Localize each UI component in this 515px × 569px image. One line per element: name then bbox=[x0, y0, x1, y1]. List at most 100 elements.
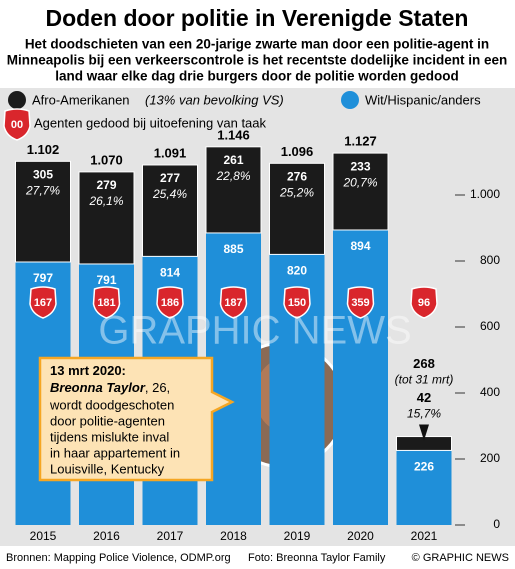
bar-segment bbox=[332, 152, 389, 231]
badge-shape bbox=[410, 286, 438, 319]
share-label: 26,1% bbox=[88, 194, 123, 208]
badge-shape bbox=[3, 108, 31, 141]
bar-segment bbox=[205, 146, 262, 234]
value-label: 277 bbox=[160, 171, 180, 185]
total-label: 1.127 bbox=[344, 134, 377, 149]
value-label: 305 bbox=[33, 168, 53, 182]
legend-label: Afro-Amerikanen bbox=[32, 92, 130, 107]
value-label: 885 bbox=[223, 242, 243, 256]
badge-shape bbox=[219, 286, 248, 319]
annotation-text: Louisville, Kentucky bbox=[50, 461, 165, 476]
subtitle: land waar elke dag drie burgers door de … bbox=[55, 69, 459, 84]
value-label: 276 bbox=[287, 169, 307, 183]
badge-shape bbox=[92, 286, 121, 319]
value-label: 797 bbox=[33, 271, 53, 285]
y-tick-label: 400 bbox=[480, 385, 500, 399]
badge-shape bbox=[346, 286, 375, 319]
value-label: 226 bbox=[414, 460, 434, 474]
badge-shape bbox=[156, 286, 184, 319]
subtitle: Minneapolis bij een verkeerscontrole is … bbox=[7, 53, 507, 68]
annotation: Breonna Taylor, 26, bbox=[50, 380, 170, 395]
officer-badge: 359 bbox=[346, 286, 375, 319]
total-label: 1.102 bbox=[27, 142, 60, 157]
officer-badge: 00 bbox=[3, 108, 31, 141]
annotation-text: , 26, bbox=[145, 380, 170, 395]
share-label: 27,7% bbox=[25, 184, 60, 198]
legend-label: Wit/Hispanic/anders bbox=[365, 92, 481, 107]
legend-swatch bbox=[8, 91, 26, 109]
badge-shape bbox=[29, 286, 57, 319]
total-label: 1.070 bbox=[90, 152, 123, 167]
annotation-text: wordt doodgeschoten bbox=[49, 397, 174, 412]
annotation-text: in haar appartement in bbox=[50, 445, 180, 460]
badge-label: 186 bbox=[161, 297, 179, 309]
bar-segment bbox=[333, 229, 388, 526]
badge-label: 00 bbox=[11, 119, 23, 131]
badge-label: 187 bbox=[224, 297, 242, 309]
y-tick-label: 1.000 bbox=[470, 187, 500, 201]
badge-shape bbox=[283, 286, 311, 319]
subtitle: Het doodschieten van een 20-jarige zwart… bbox=[25, 37, 489, 52]
value-label: 791 bbox=[96, 273, 116, 287]
officer-badge: 150 bbox=[283, 286, 311, 319]
y-tick-label: 800 bbox=[480, 253, 500, 267]
x-tick-label: 2019 bbox=[284, 529, 311, 543]
officer-badge: 187 bbox=[219, 286, 248, 319]
value-label: 820 bbox=[287, 264, 307, 278]
x-tick-label: 2020 bbox=[347, 529, 374, 543]
annotation: 13 mrt 2020: bbox=[50, 363, 126, 378]
badge-label: 359 bbox=[351, 297, 369, 309]
annotation-name: Breonna Taylor bbox=[50, 380, 146, 395]
legend-swatch bbox=[341, 91, 359, 109]
total-label: 1.096 bbox=[281, 144, 314, 159]
value-label: 233 bbox=[350, 159, 370, 173]
bar-segment bbox=[269, 162, 325, 255]
bar-segment bbox=[15, 160, 71, 263]
sources: Bronnen: Mapping Police Violence, ODMP.o… bbox=[6, 552, 231, 564]
officer-badge: 167 bbox=[29, 286, 57, 319]
share-label: 22,8% bbox=[215, 169, 250, 183]
legend-note: (13% van bevolking VS) bbox=[145, 92, 284, 107]
total-label: 268 bbox=[413, 356, 435, 371]
officer-badge: 96 bbox=[410, 286, 438, 319]
copyright: © GRAPHIC NEWS bbox=[412, 552, 509, 564]
officer-badge: 181 bbox=[92, 286, 121, 319]
annotation-box bbox=[38, 356, 235, 482]
total-note: (tot 31 mrt) bbox=[395, 373, 454, 387]
legend-label: Agenten gedood bij uitoefening van taak bbox=[34, 115, 267, 130]
y-tick-label: 600 bbox=[480, 319, 500, 333]
value-label: 279 bbox=[96, 178, 116, 192]
y-tick-label: 0 bbox=[493, 517, 500, 531]
x-tick-label: 2018 bbox=[220, 529, 247, 543]
share-label: 25,4% bbox=[152, 187, 187, 201]
officer-badge: 186 bbox=[156, 286, 184, 319]
bar-segment bbox=[396, 450, 452, 525]
share-label: 25,2% bbox=[279, 185, 314, 199]
x-tick-label: 2021 bbox=[411, 529, 438, 543]
photo-credit: Foto: Breonna Taylor Family bbox=[248, 552, 386, 564]
share-label: 15,7% bbox=[407, 407, 441, 421]
chart-title: Doden door politie in Verenigde Staten bbox=[46, 5, 469, 31]
badge-label: 150 bbox=[288, 297, 306, 309]
badge-label: 96 bbox=[418, 297, 430, 309]
badge-label: 167 bbox=[34, 297, 52, 309]
bar-segment bbox=[206, 232, 261, 525]
annotation-date: 13 mrt 2020: bbox=[50, 363, 126, 378]
total-label: 1.091 bbox=[154, 145, 187, 160]
x-tick-label: 2015 bbox=[30, 529, 57, 543]
bar-segment bbox=[142, 164, 198, 257]
value-label: 894 bbox=[350, 239, 370, 253]
x-tick-label: 2017 bbox=[157, 529, 184, 543]
x-tick-label: 2016 bbox=[93, 529, 120, 543]
share-label: 20,7% bbox=[342, 175, 377, 189]
pointer bbox=[419, 424, 429, 441]
total-label: 1.146 bbox=[217, 127, 250, 142]
value-label: 814 bbox=[160, 266, 180, 280]
bar-segment bbox=[78, 171, 135, 265]
badge-label: 181 bbox=[97, 297, 115, 309]
annotation-text: door politie-agenten bbox=[50, 413, 165, 428]
value-label: 42 bbox=[417, 390, 431, 405]
annotation-text: tijdens mislukte inval bbox=[50, 429, 169, 444]
value-label: 261 bbox=[223, 153, 243, 167]
